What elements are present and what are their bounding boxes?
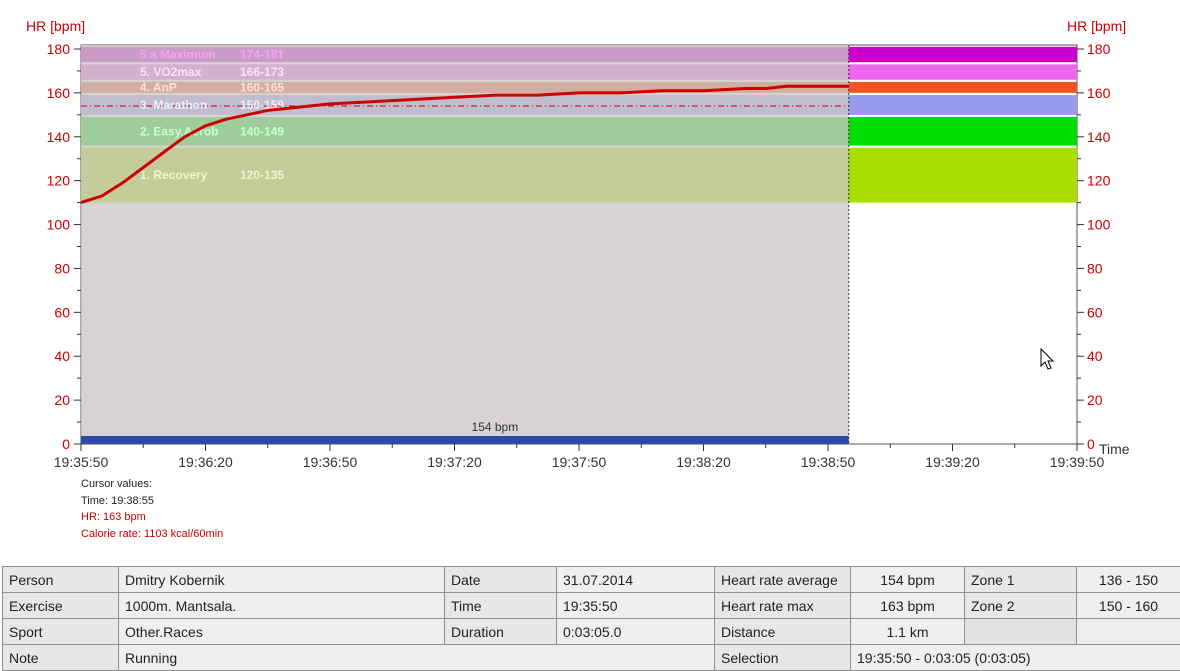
- x-tick-label: 19:37:20: [427, 454, 482, 470]
- y-tick-label-left: 160: [47, 85, 71, 101]
- hr-average-value: 154 bpm: [851, 567, 965, 593]
- x-tick-label: 19:36:20: [178, 454, 233, 470]
- sport-label: Sport: [3, 619, 119, 645]
- table-row: Sport Other.Races Duration 0:03:05.0 Dis…: [3, 619, 1180, 645]
- empty-cell: [965, 619, 1077, 645]
- zone-range-2: 166-173: [240, 65, 284, 79]
- y-tick-label-right: 120: [1087, 173, 1111, 189]
- duration-label: Duration: [445, 619, 557, 645]
- zone1-label: Zone 1: [965, 567, 1077, 593]
- y-tick-label-left: 100: [47, 217, 71, 233]
- x-tick-label: 19:37:50: [552, 454, 607, 470]
- y-tick-label-right: 180: [1087, 41, 1111, 57]
- date-label: Date: [445, 567, 557, 593]
- zone2-label: Zone 2: [965, 593, 1077, 619]
- cursor-calorie-rate: Calorie rate: 1103 kcal/60min: [81, 526, 223, 543]
- zone1-value: 136 - 150: [1077, 567, 1180, 593]
- selection-value: 19:35:50 - 0:03:05 (0:03:05): [851, 645, 1180, 671]
- y-axis-title-left: HR [bpm]: [26, 18, 85, 34]
- distance-value: 1.1 km: [851, 619, 965, 645]
- zone-label-2: 5. VO2max: [140, 65, 202, 79]
- x-tick-label: 19:35:50: [54, 454, 109, 470]
- y-tick-label-right: 40: [1087, 348, 1103, 364]
- y-tick-label-left: 180: [47, 41, 71, 57]
- empty-cell: [1077, 619, 1180, 645]
- note-label: Note: [3, 645, 119, 671]
- y-tick-label-right: 0: [1087, 436, 1095, 452]
- zone-range-5: 140-149: [240, 124, 284, 138]
- distance-label: Distance: [715, 619, 851, 645]
- cursor-hr: HR: 163 bpm: [81, 509, 223, 526]
- duration-value: 0:03:05.0: [557, 619, 715, 645]
- y-tick-label-left: 40: [54, 348, 70, 364]
- x-tick-label: 19:39:50: [1050, 454, 1105, 470]
- avg-bar: [81, 436, 849, 444]
- hr-max-label: Heart rate max: [715, 593, 851, 619]
- zone-label-3: 4. AnP: [140, 80, 177, 94]
- time-label: Time: [445, 593, 557, 619]
- x-tick-label: 19:39:20: [925, 454, 980, 470]
- sport-value: Other.Races: [119, 619, 445, 645]
- person-value: Dmitry Kobernik: [119, 567, 445, 593]
- zone-label-4: 3. Marathon: [140, 98, 207, 112]
- x-axis-title: Time: [1099, 441, 1130, 457]
- x-tick-label: 19:36:50: [303, 454, 358, 470]
- cursor-title: Cursor values:: [81, 476, 223, 493]
- hr-max-value: 163 bpm: [851, 593, 965, 619]
- table-row: Person Dmitry Kobernik Date 31.07.2014 H…: [3, 567, 1180, 593]
- table-row: Exercise 1000m. Mantsala. Time 19:35:50 …: [3, 593, 1180, 619]
- cursor-values-panel: Cursor values: Time: 19:38:55 HR: 163 bp…: [81, 476, 223, 542]
- time-value: 19:35:50: [557, 593, 715, 619]
- y-tick-label-left: 0: [62, 436, 70, 452]
- avg-bpm-label: 154 bpm: [472, 420, 519, 434]
- person-label: Person: [3, 567, 119, 593]
- y-tick-label-left: 80: [54, 260, 70, 276]
- y-tick-label-left: 140: [47, 129, 71, 145]
- x-tick-label: 19:38:20: [676, 454, 731, 470]
- y-tick-label-right: 20: [1087, 392, 1103, 408]
- cursor-time: Time: 19:38:55: [81, 493, 223, 510]
- y-axis-title-right: HR [bpm]: [1067, 18, 1126, 34]
- selection-label: Selection: [715, 645, 851, 671]
- mouse-pointer-icon: [1040, 348, 1056, 372]
- zone2-value: 150 - 160: [1077, 593, 1180, 619]
- zone-range-3: 160-165: [240, 80, 284, 94]
- y-tick-label-right: 100: [1087, 217, 1111, 233]
- zone-range-6: 120-135: [240, 168, 284, 182]
- y-tick-label-right: 80: [1087, 260, 1103, 276]
- y-tick-label-right: 160: [1087, 85, 1111, 101]
- zone-label-1: 5.a Maximum: [140, 47, 215, 61]
- y-tick-label-left: 120: [47, 173, 71, 189]
- x-tick-label: 19:38:50: [801, 454, 856, 470]
- zone-label-6: 1. Recovery: [140, 168, 208, 182]
- y-tick-label-right: 140: [1087, 129, 1111, 145]
- hr-average-label: Heart rate average: [715, 567, 851, 593]
- zone-range-1: 174-181: [240, 47, 284, 61]
- y-tick-label-left: 20: [54, 392, 70, 408]
- date-value: 31.07.2014: [557, 567, 715, 593]
- exercise-value: 1000m. Mantsala.: [119, 593, 445, 619]
- exercise-label: Exercise: [3, 593, 119, 619]
- note-value: Running: [119, 645, 715, 671]
- y-tick-label-right: 60: [1087, 304, 1103, 320]
- table-row: Note Running Selection 19:35:50 - 0:03:0…: [3, 645, 1180, 671]
- y-tick-label-left: 60: [54, 304, 70, 320]
- exercise-info-table: Person Dmitry Kobernik Date 31.07.2014 H…: [2, 566, 1180, 671]
